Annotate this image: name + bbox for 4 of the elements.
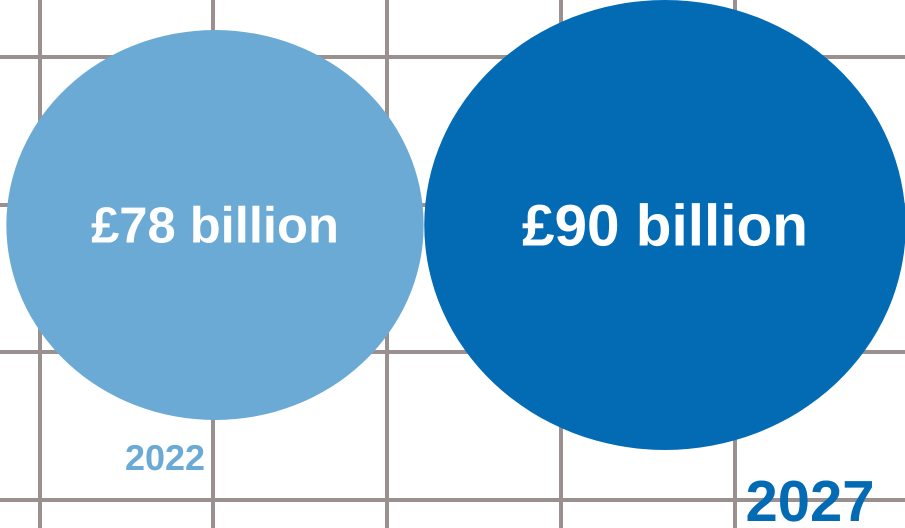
category-label: 2022 [124,437,206,478]
data-label: £78 billion [91,196,339,254]
data-label: £90 billion [522,193,808,258]
category-label: 2027 [745,469,875,528]
